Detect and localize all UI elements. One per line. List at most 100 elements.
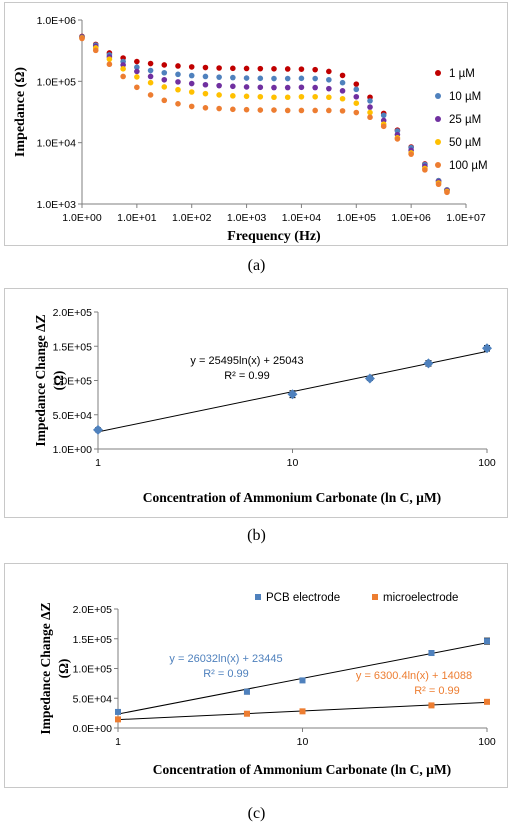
data-point — [444, 189, 450, 196]
data-point — [230, 106, 236, 113]
data-point — [284, 84, 291, 91]
data-point — [106, 56, 113, 62]
caption-c: (c) — [247, 805, 266, 822]
data-point — [243, 106, 250, 113]
data-point — [271, 84, 277, 91]
x-tick-label: 1.0E+03 — [227, 212, 267, 224]
data-point — [353, 109, 360, 116]
data-point — [243, 84, 250, 90]
data-point — [147, 60, 154, 67]
data-point — [422, 167, 428, 173]
data-point — [257, 93, 264, 100]
x-tick-label: 1.0E+06 — [391, 212, 431, 224]
data-point — [243, 688, 250, 695]
data-point — [299, 708, 306, 715]
data-point — [243, 65, 250, 72]
legend-label: PCB electrode — [266, 592, 340, 604]
data-point — [147, 92, 154, 98]
x-tick-label: 1.0E+00 — [62, 212, 102, 224]
data-point — [161, 84, 168, 90]
data-point — [394, 136, 401, 142]
y-axis-title: Impedance (Ω) — [13, 67, 28, 157]
data-point — [339, 108, 346, 114]
data-point — [188, 103, 195, 110]
data-point — [284, 107, 291, 114]
trendline-equation: y = 25495ln(x) + 25043 — [190, 355, 303, 367]
data-point — [312, 75, 318, 82]
y-tick-label: 5.0E+04 — [53, 410, 93, 422]
y-tick-label: 1.0E+05 — [37, 76, 77, 88]
x-tick-label: 1.0E+05 — [337, 212, 377, 224]
data-point — [106, 61, 113, 68]
legend-label: 50 µM — [449, 137, 481, 149]
trendline-equation: y = 6300.4ln(x) + 14088 — [356, 670, 472, 682]
data-point — [298, 93, 305, 100]
data-point — [120, 62, 126, 68]
data-point — [243, 93, 250, 100]
data-point — [364, 373, 375, 384]
data-point — [326, 85, 332, 92]
y-tick-label: 1.0E+00 — [53, 444, 93, 456]
data-point — [216, 92, 222, 98]
data-point — [115, 708, 121, 715]
legend-marker — [435, 162, 441, 168]
data-point — [367, 114, 373, 121]
data-point — [367, 104, 373, 110]
y-tick-label: 1.0E+04 — [37, 138, 77, 150]
data-point — [216, 74, 222, 80]
data-point — [134, 64, 140, 70]
data-point — [326, 107, 332, 114]
x-tick-label: 1 — [115, 736, 121, 748]
data-point — [326, 68, 332, 75]
data-point — [216, 82, 222, 89]
data-point — [271, 94, 277, 101]
y-tick-label: 2.0E+05 — [53, 307, 93, 319]
data-point — [484, 638, 490, 645]
data-point — [271, 75, 277, 82]
data-point — [230, 83, 236, 90]
data-point — [93, 424, 103, 435]
legend-label: microelectrode — [383, 592, 458, 604]
electrode-comparison-chart: 0.0E+00 5.0E+04 1.0E+05 1.5E+05 2.0E+05 1 10 10… — [38, 592, 496, 777]
y-axis-title: Impedance Change ΔZ — [38, 602, 53, 734]
data-point — [326, 94, 332, 101]
data-point — [326, 76, 332, 83]
data-point — [134, 84, 140, 91]
data-point — [115, 716, 121, 723]
y-tick-label: 1.5E+05 — [53, 341, 93, 353]
y-tick-label: 1.0E+05 — [53, 376, 93, 388]
x-tick-label: 10 — [297, 736, 309, 748]
legend-marker — [435, 116, 441, 122]
data-point — [79, 35, 85, 42]
data-point — [243, 75, 250, 81]
data-point — [298, 66, 305, 72]
legend-marker — [435, 139, 441, 145]
data-point — [482, 343, 492, 354]
data-point — [216, 65, 222, 71]
y-tick-label: 1.0E+06 — [37, 15, 77, 27]
x-tick-label: 100 — [478, 457, 496, 469]
data-point — [134, 74, 140, 80]
impedance-vs-frequency-chart: 1.0E+03 1.0E+04 1.0E+05 1.0E+06 1.0E+00 1.0E+… — [13, 15, 488, 244]
data-point — [271, 107, 277, 113]
data-point — [175, 101, 181, 107]
data-point — [271, 66, 277, 72]
x-tick-label: 1.0E+01 — [117, 212, 157, 224]
data-point — [257, 84, 264, 91]
data-point — [298, 107, 305, 114]
data-point — [284, 75, 291, 82]
x-tick-label: 1.0E+07 — [446, 212, 486, 224]
data-point — [147, 73, 154, 80]
data-point — [175, 79, 181, 85]
data-point — [339, 79, 346, 86]
data-point — [175, 63, 181, 69]
x-tick-label: 1.0E+04 — [282, 212, 322, 224]
x-tick-label: 10 — [287, 457, 299, 469]
data-point — [312, 107, 318, 114]
data-point — [287, 389, 298, 400]
data-point — [353, 100, 360, 107]
data-point — [230, 74, 236, 81]
trendline-equation: y = 26032ln(x) + 23445 — [169, 653, 282, 665]
data-point — [188, 64, 195, 70]
data-point — [299, 677, 306, 684]
